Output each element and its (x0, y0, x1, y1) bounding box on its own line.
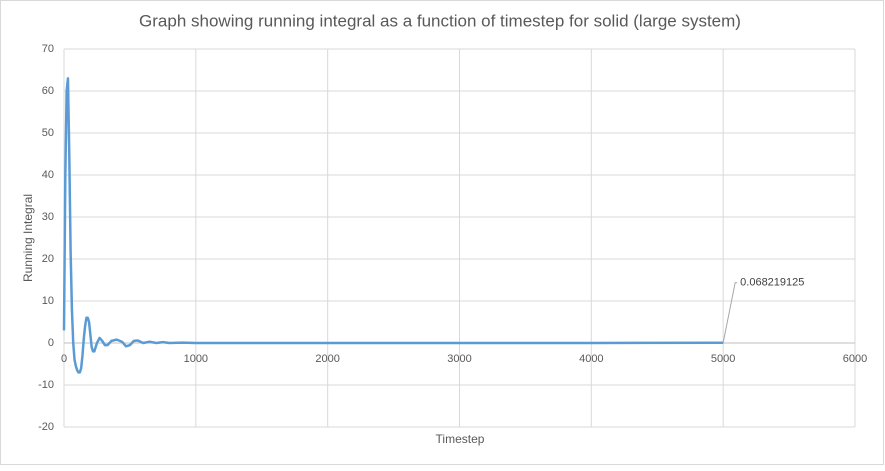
data-label-leader (722, 282, 738, 343)
y-tick-label: 0 (48, 337, 54, 349)
x-tick-label: 2000 (315, 353, 339, 365)
y-tick-label: 70 (42, 43, 54, 55)
x-tick-label: 1000 (184, 353, 208, 365)
y-tick-label: 60 (42, 85, 54, 97)
data-label: 0.068219125 (740, 277, 804, 289)
chart-title: Graph showing running integral as a func… (139, 11, 741, 30)
x-tick-label: 4000 (579, 353, 603, 365)
x-tick-label: 5000 (711, 353, 735, 365)
y-tick-label: 20 (42, 253, 54, 265)
data-line (62, 77, 724, 374)
y-tick-label: 10 (42, 295, 54, 307)
y-tick-label: -20 (38, 421, 54, 433)
y-tick-label: -10 (38, 379, 54, 391)
x-tick-label: 3000 (447, 353, 471, 365)
x-tick-label: 6000 (843, 353, 867, 365)
y-tick-label: 40 (42, 169, 54, 181)
x-tick-label: 0 (61, 353, 67, 365)
y-tick-label: 30 (42, 211, 54, 223)
y-axis-label: Running Integral (21, 194, 35, 282)
y-tick-label: 50 (42, 127, 54, 139)
x-axis-label: Timestep (436, 432, 485, 446)
